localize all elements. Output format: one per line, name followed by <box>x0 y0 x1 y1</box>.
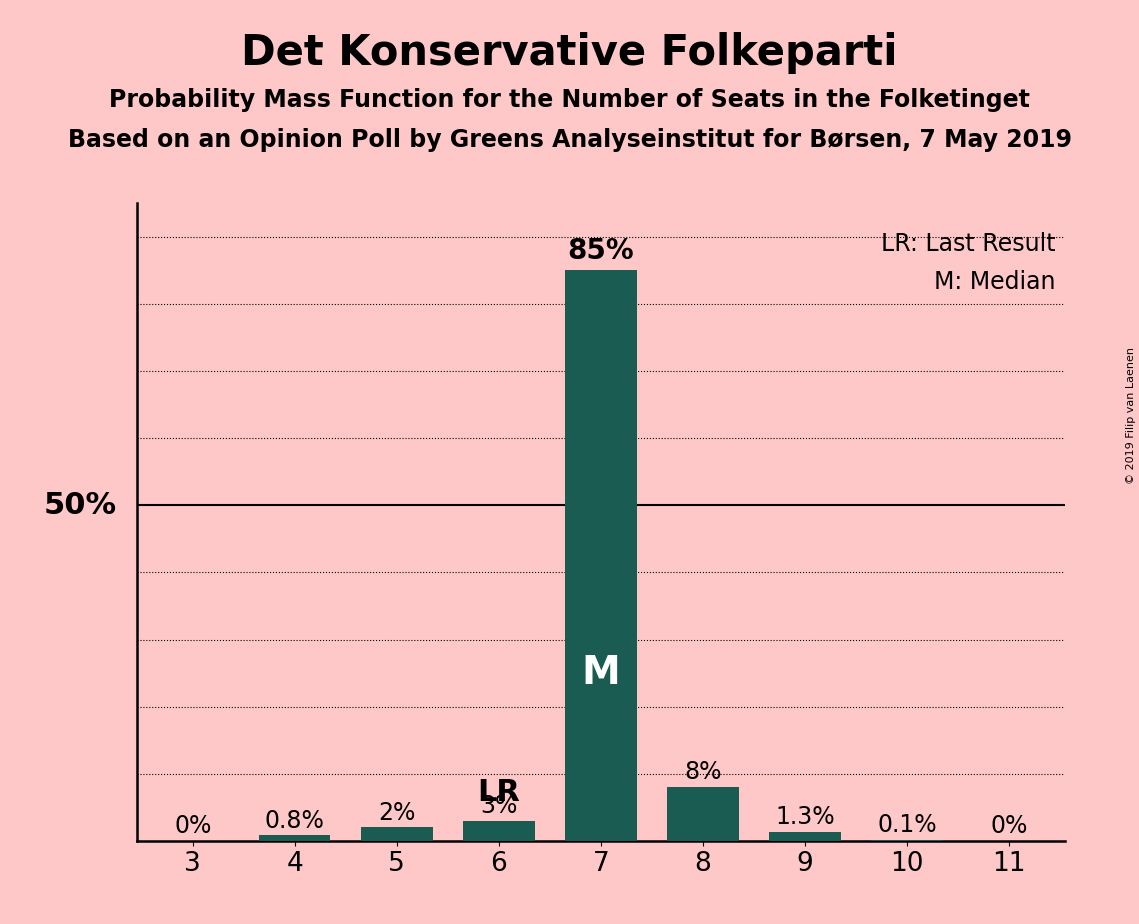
Text: © 2019 Filip van Laenen: © 2019 Filip van Laenen <box>1126 347 1136 484</box>
Text: 0.8%: 0.8% <box>265 808 325 833</box>
Bar <box>769 833 841 841</box>
Bar <box>565 271 637 841</box>
Bar <box>464 821 534 841</box>
Text: 0%: 0% <box>174 814 212 838</box>
Text: 85%: 85% <box>567 237 634 265</box>
Bar <box>361 827 433 841</box>
Bar <box>667 787 738 841</box>
Text: Based on an Opinion Poll by Greens Analyseinstitut for Børsen, 7 May 2019: Based on an Opinion Poll by Greens Analy… <box>67 128 1072 152</box>
Text: 1.3%: 1.3% <box>775 806 835 830</box>
Text: 50%: 50% <box>43 491 116 520</box>
Text: Det Konservative Folkeparti: Det Konservative Folkeparti <box>241 32 898 74</box>
Text: M: M <box>581 654 621 692</box>
Text: M: Median: M: Median <box>934 270 1056 294</box>
Text: 0.1%: 0.1% <box>877 813 936 837</box>
Text: Probability Mass Function for the Number of Seats in the Folketinget: Probability Mass Function for the Number… <box>109 88 1030 112</box>
Text: 0%: 0% <box>990 814 1027 838</box>
Text: 2%: 2% <box>378 801 416 825</box>
Text: LR: LR <box>477 778 521 808</box>
Bar <box>259 835 330 841</box>
Text: 8%: 8% <box>685 760 722 784</box>
Text: LR: Last Result: LR: Last Result <box>882 232 1056 256</box>
Text: 3%: 3% <box>481 794 517 818</box>
